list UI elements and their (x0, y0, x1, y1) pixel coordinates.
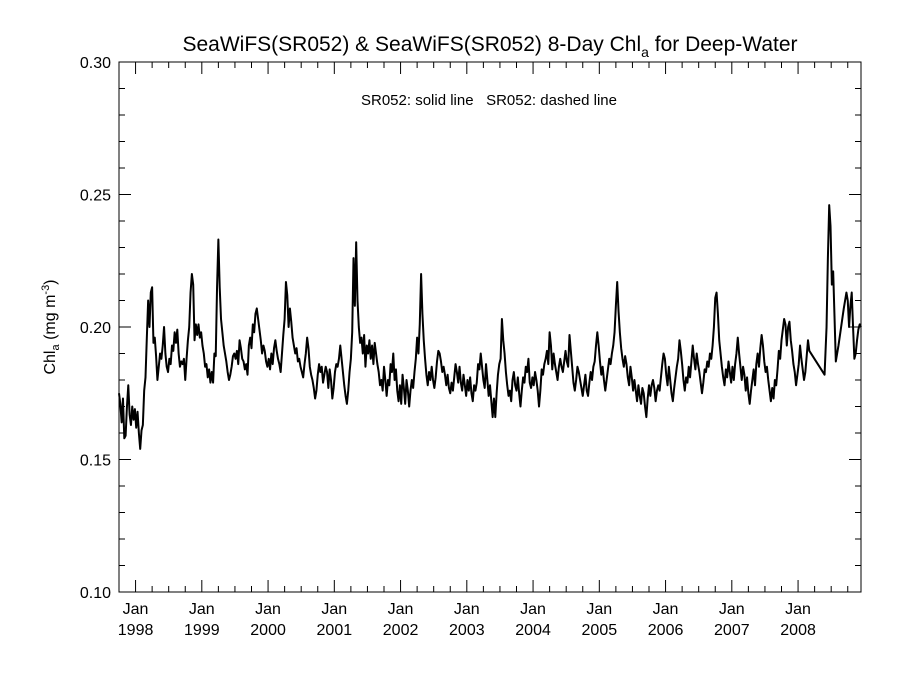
y-axis-label: Chla (mg m-3) (40, 279, 62, 374)
x-tick-label-month: Jan (123, 601, 149, 618)
x-tick-label-year: 1999 (184, 622, 220, 639)
y-tick-label: 0.10 (80, 585, 111, 602)
legend-text: SR052: solid line SR052: dashed line (361, 92, 617, 109)
x-tick-label-month: Jan (520, 601, 546, 618)
y-axis-label-subscript: a (50, 344, 62, 351)
y-axis-ticks: 0.10 0.15 0.20 0.25 0.30 (80, 55, 861, 602)
x-tick-label-month: Jan (321, 601, 347, 618)
series-group (118, 204, 862, 450)
chart-title: SeaWiFS(SR052) & SeaWiFS(SR052) 8-Day Ch… (182, 33, 797, 60)
y-axis-label-units: (mg m (42, 295, 59, 345)
y-tick-label: 0.15 (80, 453, 111, 470)
x-tick-label-year: 2002 (383, 622, 419, 639)
x-tick-label-year: 1998 (118, 622, 154, 639)
x-tick-label-month: Jan (454, 601, 480, 618)
x-tick-label-year: 2006 (648, 622, 684, 639)
chart-title-main: SeaWiFS(SR052) & SeaWiFS(SR052) 8-Day Ch… (182, 33, 641, 56)
x-tick-label-year: 2007 (714, 622, 750, 639)
x-tick-label-year: 2003 (449, 622, 485, 639)
y-axis-label-pre: Chl (42, 351, 59, 375)
x-tick-label-month: Jan (586, 601, 612, 618)
x-tick-label-year: 2005 (582, 622, 618, 639)
chart-title-subscript: a (641, 44, 649, 60)
x-tick-label-month: Jan (653, 601, 679, 618)
chart-title-suffix: for Deep-Water (649, 33, 798, 56)
y-tick-label: 0.20 (80, 320, 111, 337)
x-tick-label-year: 2001 (317, 622, 353, 639)
x-tick-label-month: Jan (189, 601, 215, 618)
x-tick-label-month: Jan (388, 601, 414, 618)
series-line-solid (118, 204, 862, 450)
x-axis-ticks: Jan 1998 Jan 1999 Jan 2000 Jan 2001 Jan 2002 Jan 20… (118, 62, 849, 639)
y-tick-label: 0.25 (80, 188, 111, 205)
x-tick-label-year: 2008 (780, 622, 816, 639)
y-axis-label-close: ) (42, 279, 59, 284)
y-axis-label-superscript: -3 (40, 285, 52, 295)
x-tick-label-month: Jan (255, 601, 281, 618)
x-tick-label-month: Jan (719, 601, 745, 618)
x-tick-label-year: 2004 (515, 622, 551, 639)
x-tick-label-month: Jan (785, 601, 811, 618)
plot-frame (118, 61, 862, 593)
y-tick-label: 0.30 (80, 55, 111, 72)
x-tick-label-year: 2000 (250, 622, 286, 639)
